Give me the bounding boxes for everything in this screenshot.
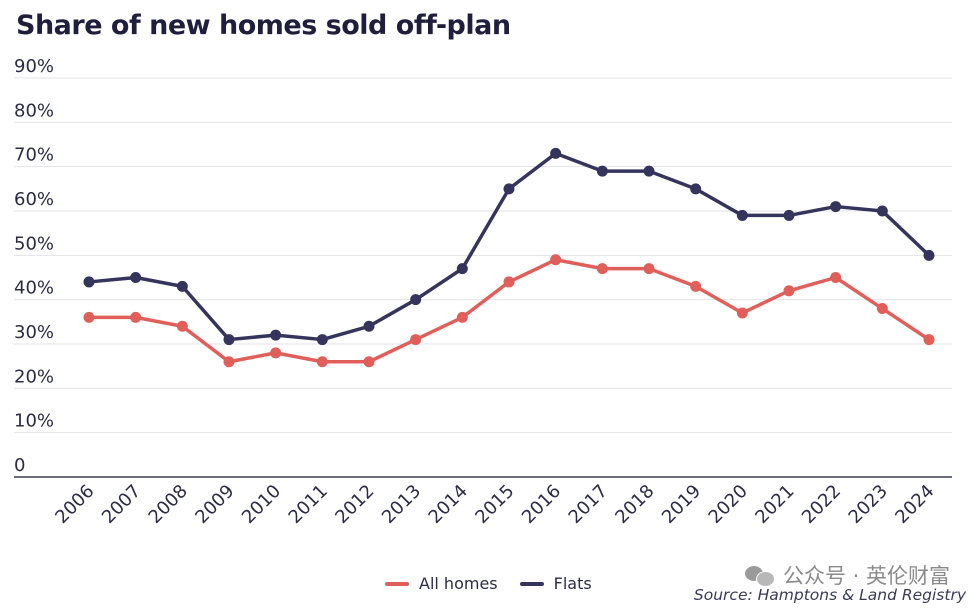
- data-point-all-homes: [503, 276, 515, 288]
- data-point-flats: [363, 320, 375, 332]
- y-tick-label: 20%: [14, 366, 54, 387]
- y-tick-label: 50%: [14, 233, 54, 254]
- series-lines: [83, 147, 935, 368]
- x-tick-label: 2011: [285, 481, 332, 528]
- data-point-flats: [176, 280, 188, 292]
- x-tick-label: 2018: [611, 481, 658, 528]
- series-line-flats: [87, 151, 931, 342]
- source-note: Source: Hamptons & Land Registry: [693, 586, 966, 604]
- x-tick-label: 2023: [845, 481, 892, 528]
- data-point-all-homes: [876, 303, 888, 315]
- x-tick-label: 2009: [191, 481, 238, 528]
- data-point-all-homes: [923, 334, 935, 346]
- watermark-text: 公众号 · 英伦财富: [782, 564, 950, 588]
- data-point-all-homes: [270, 347, 282, 359]
- y-tick-label: 60%: [14, 189, 54, 210]
- data-point-flats: [876, 205, 888, 217]
- grid-lines: [14, 77, 952, 434]
- data-point-all-homes: [690, 280, 702, 292]
- data-point-flats: [596, 165, 608, 177]
- y-tick-label: 0: [14, 455, 25, 476]
- x-tick-label: 2024: [891, 481, 938, 528]
- x-tick-label: 2008: [145, 481, 192, 528]
- data-point-flats: [410, 294, 422, 306]
- data-point-flats: [130, 272, 142, 283]
- y-tick-label: 70%: [14, 145, 54, 166]
- data-point-flats: [270, 329, 282, 341]
- data-point-all-homes: [83, 311, 95, 323]
- data-point-all-homes: [550, 254, 562, 266]
- x-axis-ticks: 2006 2007 2008 2009 2010 2011 2012 2013 2014 2015…: [51, 481, 938, 528]
- data-point-flats: [456, 263, 468, 275]
- data-point-all-homes: [783, 285, 795, 297]
- y-tick-label: 10%: [14, 411, 54, 432]
- y-tick-label: 30%: [14, 322, 54, 343]
- line-chart: 010%20%30%40%50%60%70%80%90% 2006 2007 200…: [14, 56, 952, 528]
- data-point-flats: [736, 209, 748, 221]
- x-tick-label: 2021: [751, 481, 798, 528]
- legend: All homes Flats: [385, 574, 614, 593]
- y-tick-label: 80%: [14, 100, 54, 121]
- data-point-all-homes: [410, 334, 422, 346]
- x-tick-label: 2016: [518, 481, 565, 528]
- data-point-all-homes: [643, 263, 655, 275]
- x-tick-label: 2015: [471, 481, 518, 528]
- data-point-flats: [690, 183, 702, 195]
- data-point-flats: [783, 209, 795, 221]
- data-point-all-homes: [316, 356, 328, 368]
- data-point-flats: [316, 334, 328, 346]
- legend-item-flats: Flats: [519, 574, 592, 593]
- data-point-all-homes: [830, 272, 842, 283]
- watermark: 公众号 · 英伦财富: [744, 560, 950, 590]
- legend-item-all-homes: All homes: [385, 574, 498, 593]
- legend-swatch-flats: [519, 581, 544, 586]
- x-tick-label: 2022: [798, 481, 845, 528]
- x-tick-label: 2006: [51, 481, 98, 528]
- y-tick-label: 90%: [14, 56, 54, 77]
- data-point-flats: [83, 276, 95, 288]
- y-tick-label: 40%: [14, 278, 54, 299]
- x-tick-label: 2019: [658, 481, 705, 528]
- legend-swatch-all-homes: [385, 581, 409, 586]
- data-point-flats: [223, 334, 235, 346]
- y-axis-ticks: 0 10% 20% 30% 40% 50% 60% 70% 80% 90%: [14, 56, 54, 476]
- data-point-all-homes: [736, 307, 748, 319]
- data-point-flats: [923, 249, 935, 261]
- data-point-flats: [503, 183, 515, 195]
- data-point-all-homes: [596, 263, 608, 275]
- x-tick-label: 2014: [425, 481, 472, 528]
- chart-title: Share of new homes sold off-plan: [16, 10, 511, 41]
- data-point-all-homes: [223, 356, 235, 368]
- wechat-icon: [744, 564, 775, 587]
- legend-label-all-homes: All homes: [419, 574, 498, 593]
- data-point-flats: [643, 165, 655, 177]
- data-point-all-homes: [363, 356, 375, 368]
- data-point-flats: [550, 147, 562, 159]
- x-tick-label: 2013: [378, 481, 425, 528]
- data-point-all-homes: [456, 311, 468, 323]
- x-tick-label: 2012: [331, 481, 378, 528]
- x-tick-label: 2017: [565, 481, 612, 528]
- data-point-all-homes: [130, 311, 142, 323]
- x-tick-label: 2010: [238, 481, 285, 528]
- x-tick-label: 2020: [705, 481, 752, 528]
- data-point-all-homes: [176, 320, 188, 332]
- series-line-all-homes: [87, 258, 931, 364]
- legend-label-flats: Flats: [553, 574, 592, 593]
- data-point-flats: [830, 201, 842, 213]
- x-tick-label: 2007: [98, 481, 145, 528]
